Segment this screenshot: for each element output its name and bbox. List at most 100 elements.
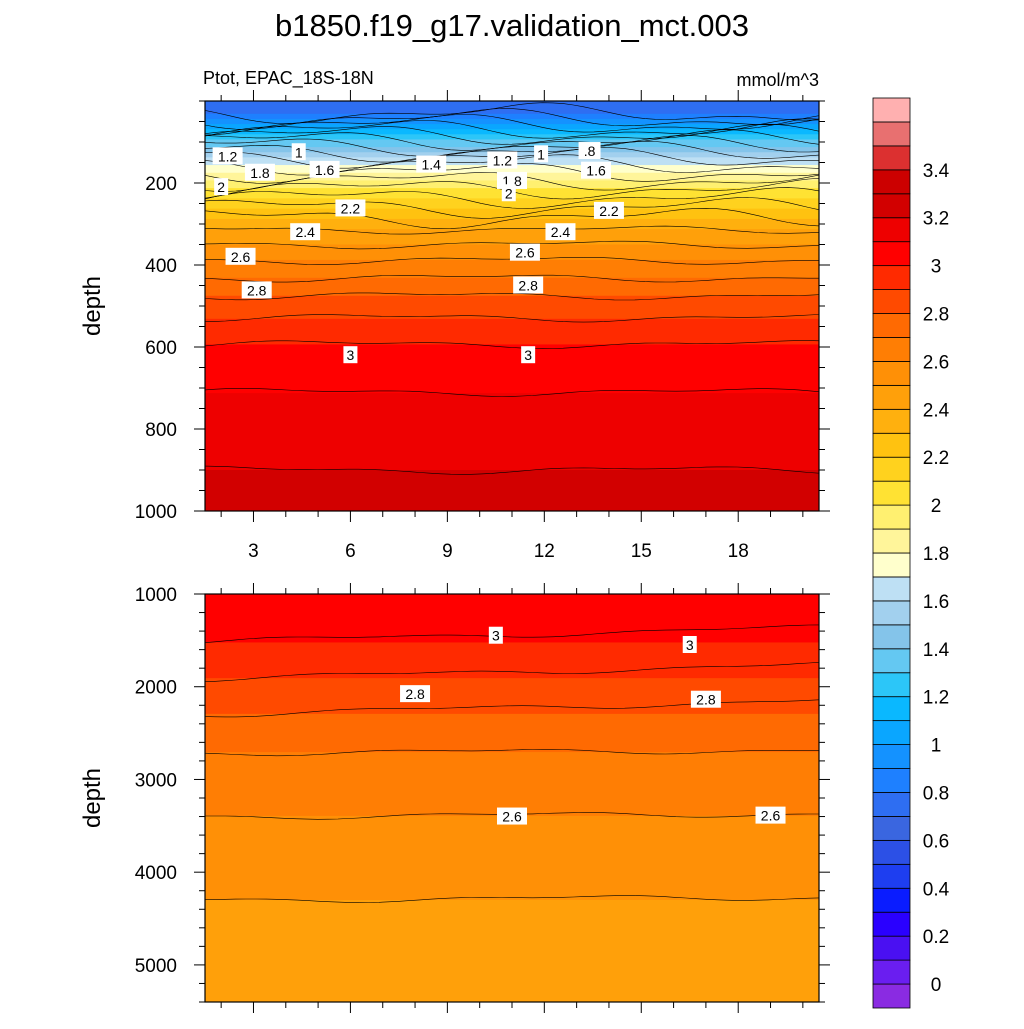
contour-band <box>205 344 819 348</box>
contour-band <box>205 629 819 633</box>
contour-label: 3 <box>682 636 697 653</box>
colorbar-box <box>872 744 911 769</box>
contour-band <box>205 945 819 950</box>
contour-band <box>205 861 819 865</box>
svg-text:2: 2 <box>505 185 513 201</box>
x-tick-label: 9 <box>442 541 453 562</box>
contour-band <box>205 462 819 466</box>
contour-band <box>205 930 819 934</box>
contour-band <box>205 708 819 712</box>
contour-band <box>205 981 819 985</box>
contour-band <box>205 126 819 130</box>
contour-band <box>205 928 819 932</box>
contour-band <box>205 290 819 294</box>
contour-band <box>205 382 819 387</box>
contour-band <box>205 604 819 608</box>
contour-line <box>205 465 819 475</box>
contour-line <box>205 140 819 163</box>
units-label: mmol/m^3 <box>737 70 819 90</box>
contour-label: 2.4 <box>290 223 321 241</box>
contour-band <box>205 347 819 351</box>
contour-line <box>205 118 819 139</box>
contour-band <box>205 490 819 494</box>
contour-band <box>205 609 819 613</box>
svg-text:1: 1 <box>295 144 303 160</box>
contour-band <box>205 311 819 315</box>
y-tick-label: 5000 <box>135 956 177 977</box>
contour-band <box>205 854 819 858</box>
contour-band <box>205 367 819 371</box>
contour-band <box>205 647 819 651</box>
contour-band <box>205 606 819 610</box>
contour-label: 1.2 <box>212 147 243 165</box>
contour-band <box>205 357 819 361</box>
contour-line <box>205 129 819 151</box>
contour-band <box>205 759 819 763</box>
colorbar-box <box>872 337 911 362</box>
contour-label: 2.2 <box>335 199 366 217</box>
colorbar-box <box>872 600 911 626</box>
contour-band <box>205 339 819 343</box>
contour-label: 2.6 <box>225 247 256 265</box>
contour-band <box>205 713 819 717</box>
contour-band <box>205 984 819 988</box>
colorbar-tick-label: 0.8 <box>923 783 949 804</box>
contour-band <box>205 798 819 802</box>
contour-label: 1.4 <box>416 155 447 173</box>
contour-band <box>205 601 819 605</box>
contour-band <box>205 295 819 299</box>
contour-band <box>205 634 819 638</box>
contour-band <box>205 953 819 957</box>
contour-band <box>205 390 819 394</box>
contour-band <box>205 359 819 363</box>
y-tick-label: 800 <box>145 420 177 441</box>
contour-band <box>205 696 819 700</box>
contour-band <box>205 336 819 340</box>
colorbar-box <box>872 504 911 530</box>
contour-band <box>205 318 819 322</box>
contour-label: .8 <box>578 142 601 160</box>
contour-band <box>205 395 819 399</box>
upper-x-ticks: 3 6 9 12 15 18 <box>220 90 804 562</box>
contour-band <box>205 134 819 138</box>
contour-band <box>205 262 819 266</box>
svg-text:2.4: 2.4 <box>551 224 571 240</box>
contour-band <box>205 416 819 420</box>
colorbar-tick-label: 2.8 <box>923 305 949 326</box>
colorbar-tick-label: 0 <box>931 975 942 996</box>
lower-y-axis-label: depth <box>79 768 106 828</box>
y-tick-label: 4000 <box>135 863 177 884</box>
contour-band <box>205 306 819 310</box>
contour-band <box>205 795 819 799</box>
contour-label: 1.6 <box>309 160 340 178</box>
contour-band <box>205 693 819 697</box>
contour-band <box>205 729 819 733</box>
contour-line <box>205 662 819 682</box>
contour-line <box>205 197 819 219</box>
contour-band <box>205 849 819 853</box>
colorbar-box <box>872 313 911 338</box>
upper-y-ticks: 200 400 600 800 1000 <box>135 100 830 523</box>
contour-band <box>205 685 819 689</box>
y-tick-label: 1000 <box>135 502 177 523</box>
contour-band <box>205 943 819 947</box>
colorbar-box <box>872 792 911 817</box>
contour-line <box>205 187 819 209</box>
contour-band <box>205 917 819 921</box>
contour-band <box>205 495 819 499</box>
upper-y-axis-label: depth <box>79 276 106 336</box>
y-tick-label: 400 <box>145 256 177 277</box>
contour-band <box>205 951 819 955</box>
contour-band <box>205 446 819 451</box>
contour-band <box>205 650 819 654</box>
contour-label: 1.6 <box>581 161 612 179</box>
contour-line <box>205 207 819 230</box>
contour-band <box>205 270 819 274</box>
contour-band <box>205 354 819 358</box>
contour-band <box>205 121 819 125</box>
colorbar-box <box>872 97 911 123</box>
contour-band <box>205 905 819 909</box>
contour-label: 2.8 <box>241 281 272 299</box>
contour-band <box>205 408 819 412</box>
colorbar-box <box>872 241 911 267</box>
